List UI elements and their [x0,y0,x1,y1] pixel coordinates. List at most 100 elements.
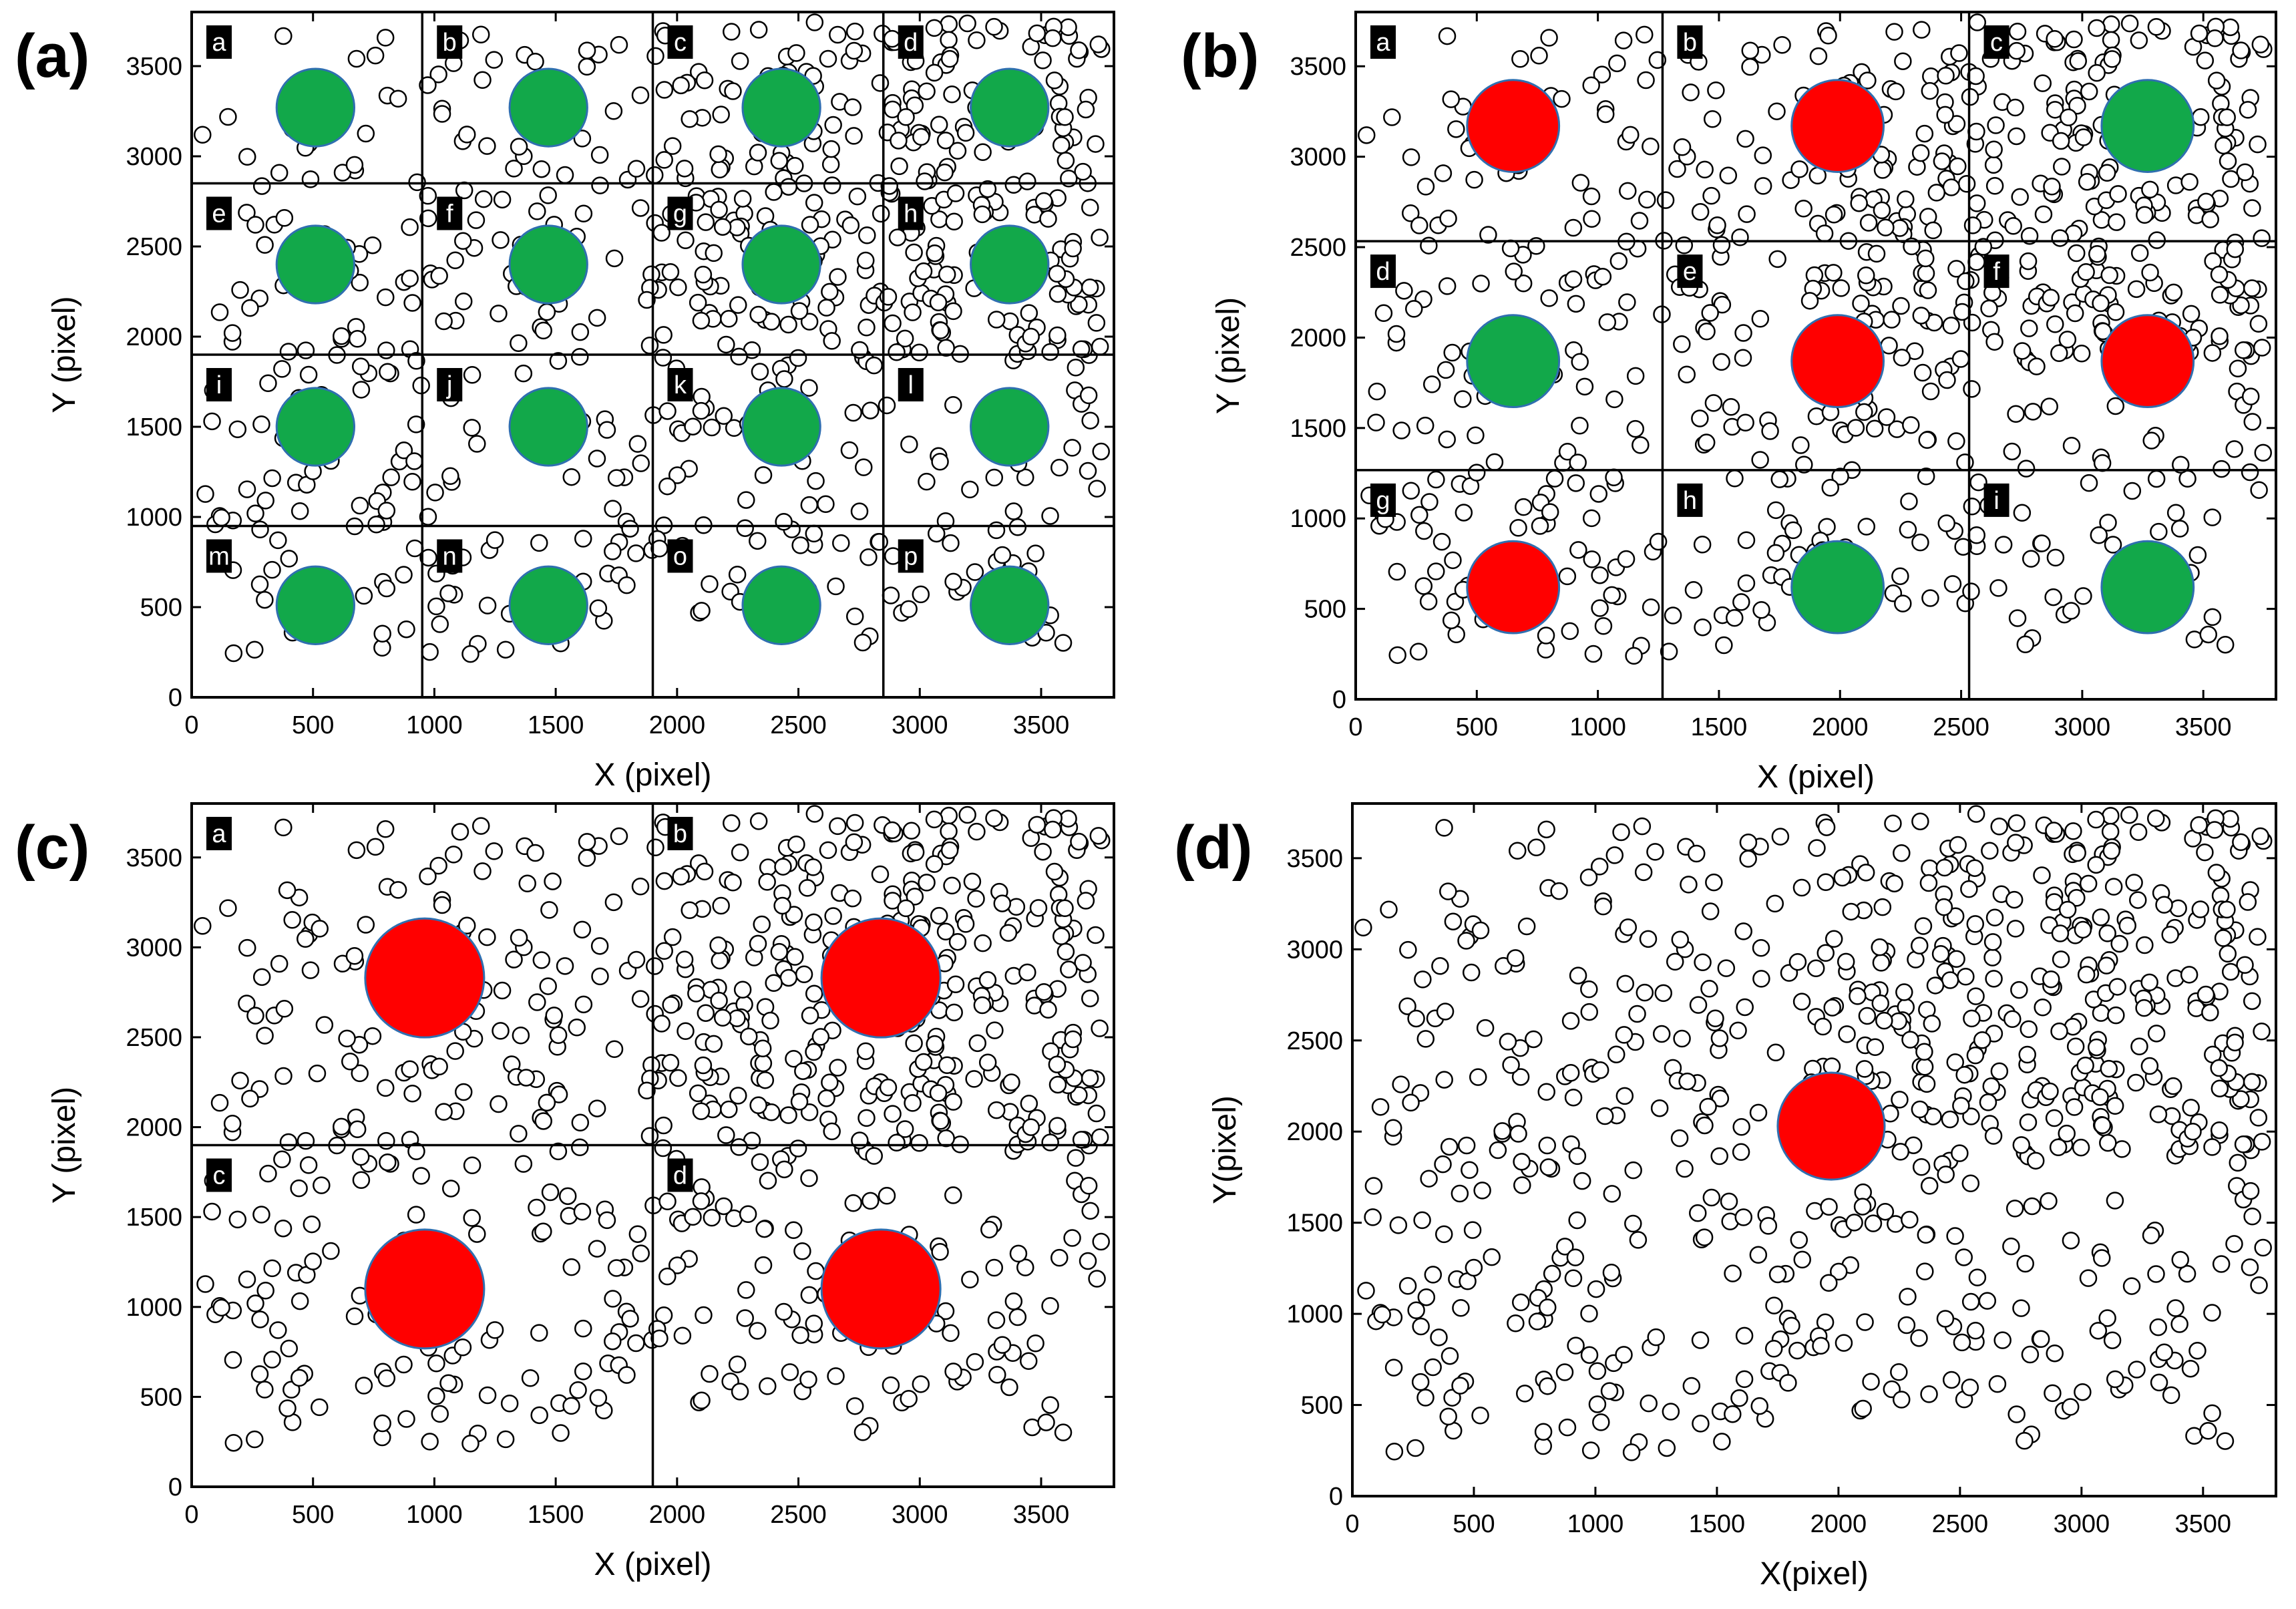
x-tick-label: 3500 [1013,711,1070,739]
data-point [536,1113,552,1129]
data-point [1581,1347,1597,1363]
data-point [317,1017,333,1033]
data-point [913,586,929,602]
data-point [516,365,532,381]
region-label-f: f [1993,258,2000,286]
data-point [2253,37,2269,53]
data-point [1802,293,1818,309]
data-point [445,846,461,862]
data-point [1473,275,1489,291]
data-point [1473,922,1489,938]
data-point [1625,1162,1642,1178]
region-label-g: g [673,200,687,228]
data-point [1985,950,2001,966]
data-point [1441,1409,1457,1425]
data-point [1974,1032,1990,1048]
data-point [659,478,675,494]
data-point [711,993,727,1009]
data-point [723,24,739,40]
region-label-d: d [904,29,918,57]
data-point [1951,45,1967,61]
data-point [2254,1133,2270,1149]
data-point [611,37,627,53]
data-point [2122,15,2138,31]
data-point [2079,174,2095,190]
data-point [1833,280,1849,296]
data-point [1762,423,1778,439]
data-point [2110,186,2126,202]
data-point [605,1290,621,1306]
x-tick-label: 1000 [1567,1510,1624,1538]
data-point [1425,1266,1441,1282]
data-point [2018,1256,2034,1272]
data-point [1438,362,1454,378]
data-point [1368,415,1384,431]
data-point [1680,1073,1696,1089]
data-point [264,1352,280,1368]
data-point [799,880,815,896]
data-point [2047,316,2063,332]
data-point [974,206,990,222]
data-point [752,363,768,379]
data-point [2192,109,2209,125]
data-point [2052,230,2068,246]
data-point [802,216,818,232]
data-point [846,128,862,144]
data-point [1823,480,1839,496]
data-point [248,506,264,522]
data-point [2211,1122,2227,1138]
data-point [2251,482,2267,498]
data-point [673,77,689,94]
data-point [224,1115,240,1131]
data-point [422,644,438,660]
data-point [1532,518,1548,534]
data-point [575,1363,591,1379]
data-point [2007,920,2024,936]
data-point [511,139,527,155]
data-point [1632,213,1648,229]
data-point [1049,327,1065,343]
data-point [1676,237,1692,253]
data-point [670,1070,686,1086]
data-point [1694,536,1710,552]
data-point [1036,193,1052,209]
data-point [352,498,368,514]
data-point [1913,307,1929,323]
x-tick-label: 1500 [1689,1510,1746,1538]
data-point [942,535,958,551]
data-point [304,1216,320,1232]
data-point [885,315,901,331]
y-tick-label: 2000 [126,323,182,351]
data-point [1753,970,1769,987]
data-point [475,191,492,207]
data-point [1416,523,1432,539]
data-point [347,1308,363,1324]
data-point [883,1377,899,1393]
data-point [1863,1374,1879,1390]
data-point [1718,960,1734,976]
data-point [2102,808,2118,824]
region-label-e: e [212,200,226,228]
data-point [790,350,806,366]
data-point [898,109,914,125]
data-point [1963,1011,1979,1027]
data-point [1519,918,1535,934]
data-point [1980,1094,1996,1110]
data-point [776,371,792,387]
region-label-h: h [1683,487,1697,515]
data-point [1010,1246,1026,1262]
data-point [2100,1135,2116,1151]
data-point [2211,266,2227,283]
data-point [256,592,272,608]
y-tick-label: 500 [140,1383,182,1411]
data-point [275,1068,291,1084]
data-point [986,1023,1002,1039]
panel-d: (d)0 500 1000 1500 2000 2500 3000 3500050010001… [1174,803,2276,1592]
data-point [1738,532,1754,548]
marker-pass [743,69,820,146]
data-point [2099,165,2115,181]
data-point [1913,145,1929,161]
data-point [833,535,849,551]
data-point [1937,107,1953,123]
data-point [1708,1011,1724,1027]
